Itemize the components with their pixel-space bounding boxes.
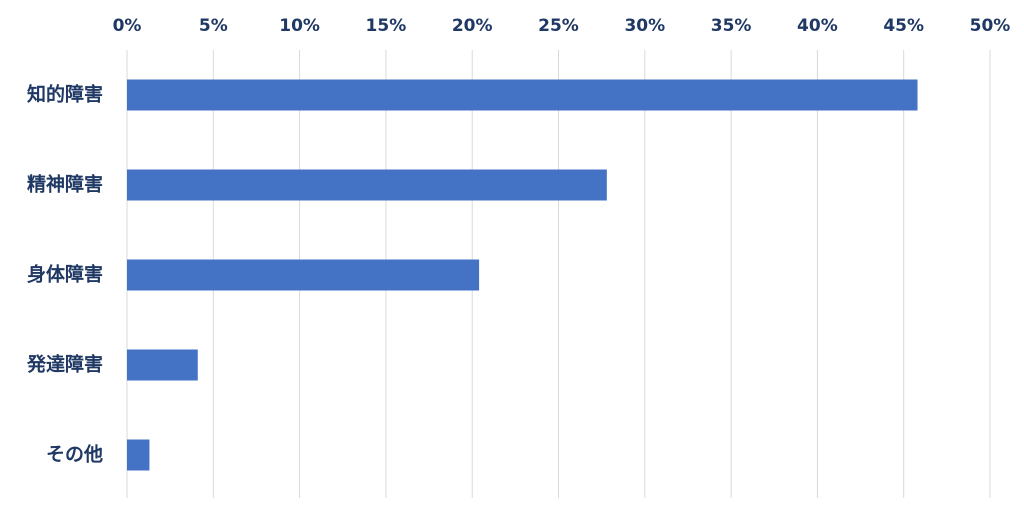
x-axis-ticks: 0% 5% 10% 15% 20% 25% 30% 35% 40% 45% 50% xyxy=(113,16,1011,36)
x-tick-label: 45% xyxy=(883,16,924,36)
bar xyxy=(127,259,480,291)
bars xyxy=(127,79,918,471)
x-tick-label: 50% xyxy=(970,16,1011,36)
x-tick-label: 0% xyxy=(113,16,142,36)
category-label: その他 xyxy=(46,443,103,466)
x-tick-label: 5% xyxy=(199,16,228,36)
category-label: 精神障害 xyxy=(27,173,103,196)
x-tick-label: 25% xyxy=(538,16,579,36)
bar xyxy=(127,349,198,381)
x-tick-label: 35% xyxy=(711,16,752,36)
x-tick-label: 30% xyxy=(624,16,665,36)
x-tick-label: 10% xyxy=(279,16,320,36)
category-label: 知的障害 xyxy=(27,83,103,106)
x-tick-label: 20% xyxy=(452,16,493,36)
x-tick-label: 15% xyxy=(366,16,407,36)
category-label: 身体障害 xyxy=(27,263,103,286)
bar xyxy=(127,169,607,201)
bar xyxy=(127,439,150,471)
x-tick-label: 40% xyxy=(797,16,838,36)
bar xyxy=(127,79,918,111)
category-label: 発達障害 xyxy=(26,353,103,376)
